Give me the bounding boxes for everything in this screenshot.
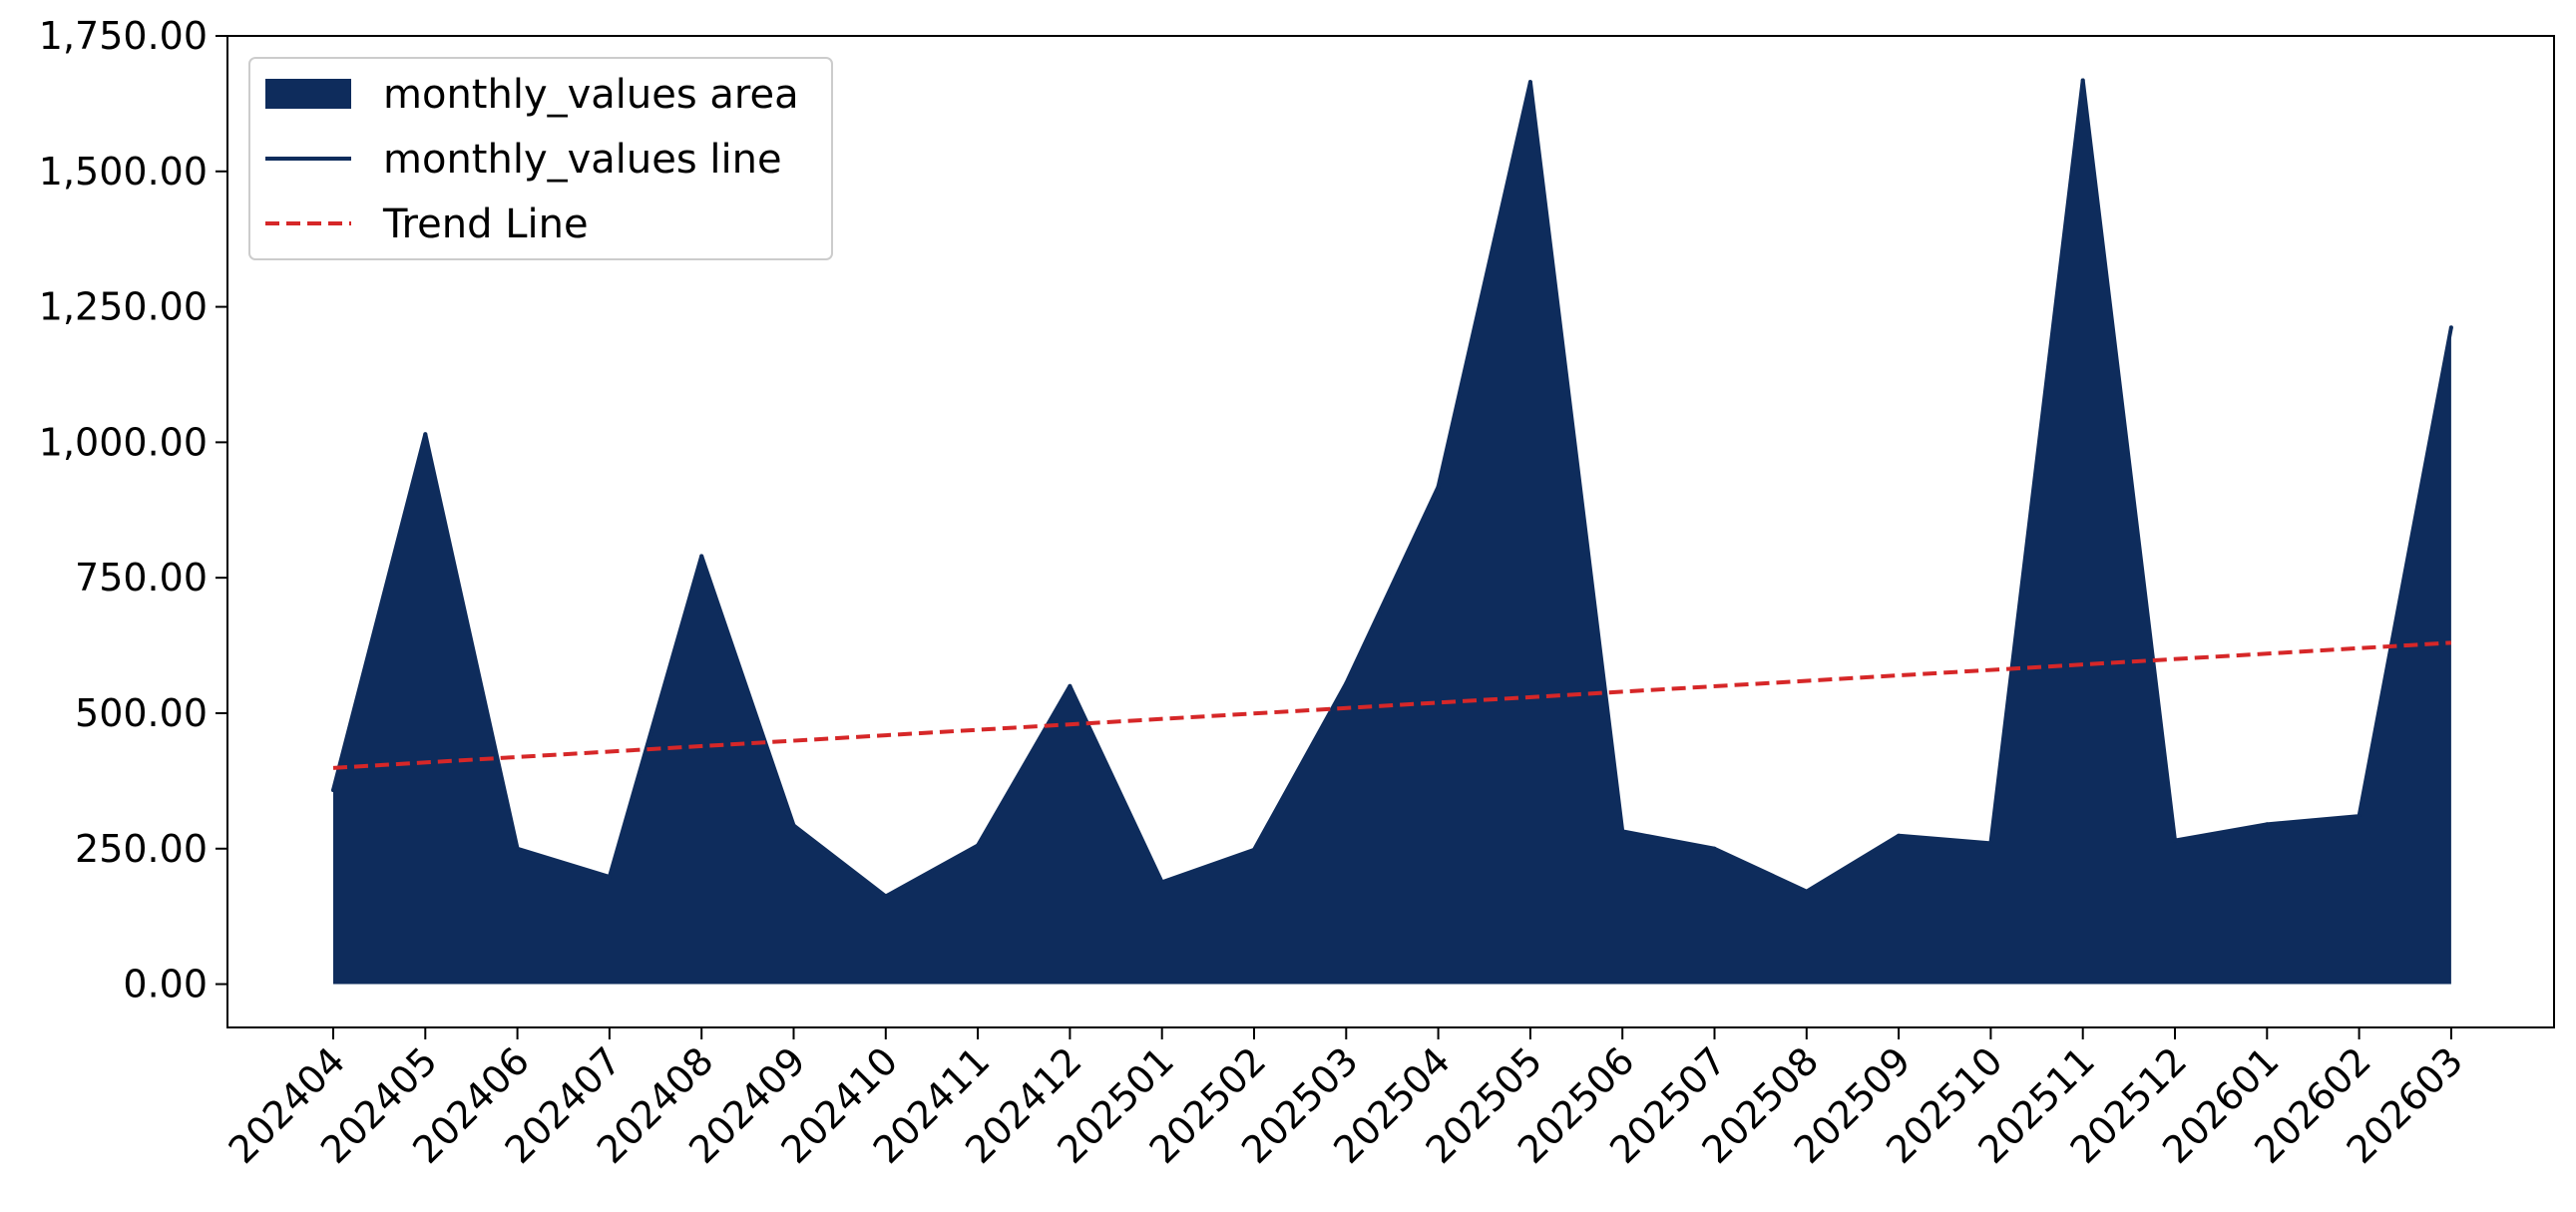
data-point (2080, 78, 2085, 83)
data-point (976, 843, 981, 848)
legend-label: monthly_values area (383, 72, 799, 118)
data-point (1804, 889, 1809, 894)
data-point (331, 788, 335, 793)
y-tick-label: 1,000.00 (39, 420, 208, 464)
data-point (699, 554, 704, 559)
data-point (1620, 829, 1625, 834)
data-point (423, 432, 428, 437)
data-point (1988, 841, 1993, 846)
data-point (1068, 683, 1073, 688)
y-tick-label: 500.00 (75, 691, 208, 735)
data-point (1344, 681, 1349, 686)
data-point (1436, 484, 1441, 489)
legend-swatch-area (265, 79, 351, 109)
data-point (791, 823, 796, 828)
y-tick-label: 1,250.00 (39, 285, 208, 329)
legend: monthly_values area monthly_values line Tr… (248, 57, 833, 260)
y-tick-label: 0.00 (123, 963, 208, 1007)
data-point (2265, 822, 2270, 827)
data-point (1527, 80, 1532, 85)
data-point (2448, 325, 2453, 330)
legend-label: monthly_values line (383, 137, 782, 183)
data-point (1897, 833, 1902, 838)
y-tick-label: 250.00 (75, 827, 208, 871)
data-point (883, 894, 888, 899)
data-point (1712, 846, 1717, 851)
data-point (607, 874, 612, 879)
series-line-monthly-values (331, 78, 2453, 899)
series-area-monthly-values (333, 80, 2451, 985)
y-tick-label: 750.00 (75, 556, 208, 600)
plot-frame (226, 35, 2555, 1028)
plot-area (331, 78, 2453, 985)
series-trend-line (332, 640, 2452, 770)
data-point (2357, 814, 2361, 819)
legend-box (248, 57, 833, 260)
data-point (515, 846, 520, 851)
y-tick-label: 1,500.00 (39, 150, 208, 194)
data-point (1252, 847, 1256, 852)
data-point (2173, 838, 2177, 843)
legend-label: Trend Line (382, 202, 589, 247)
data-point (1159, 880, 1164, 885)
y-tick-label: 1,750.00 (39, 14, 208, 58)
